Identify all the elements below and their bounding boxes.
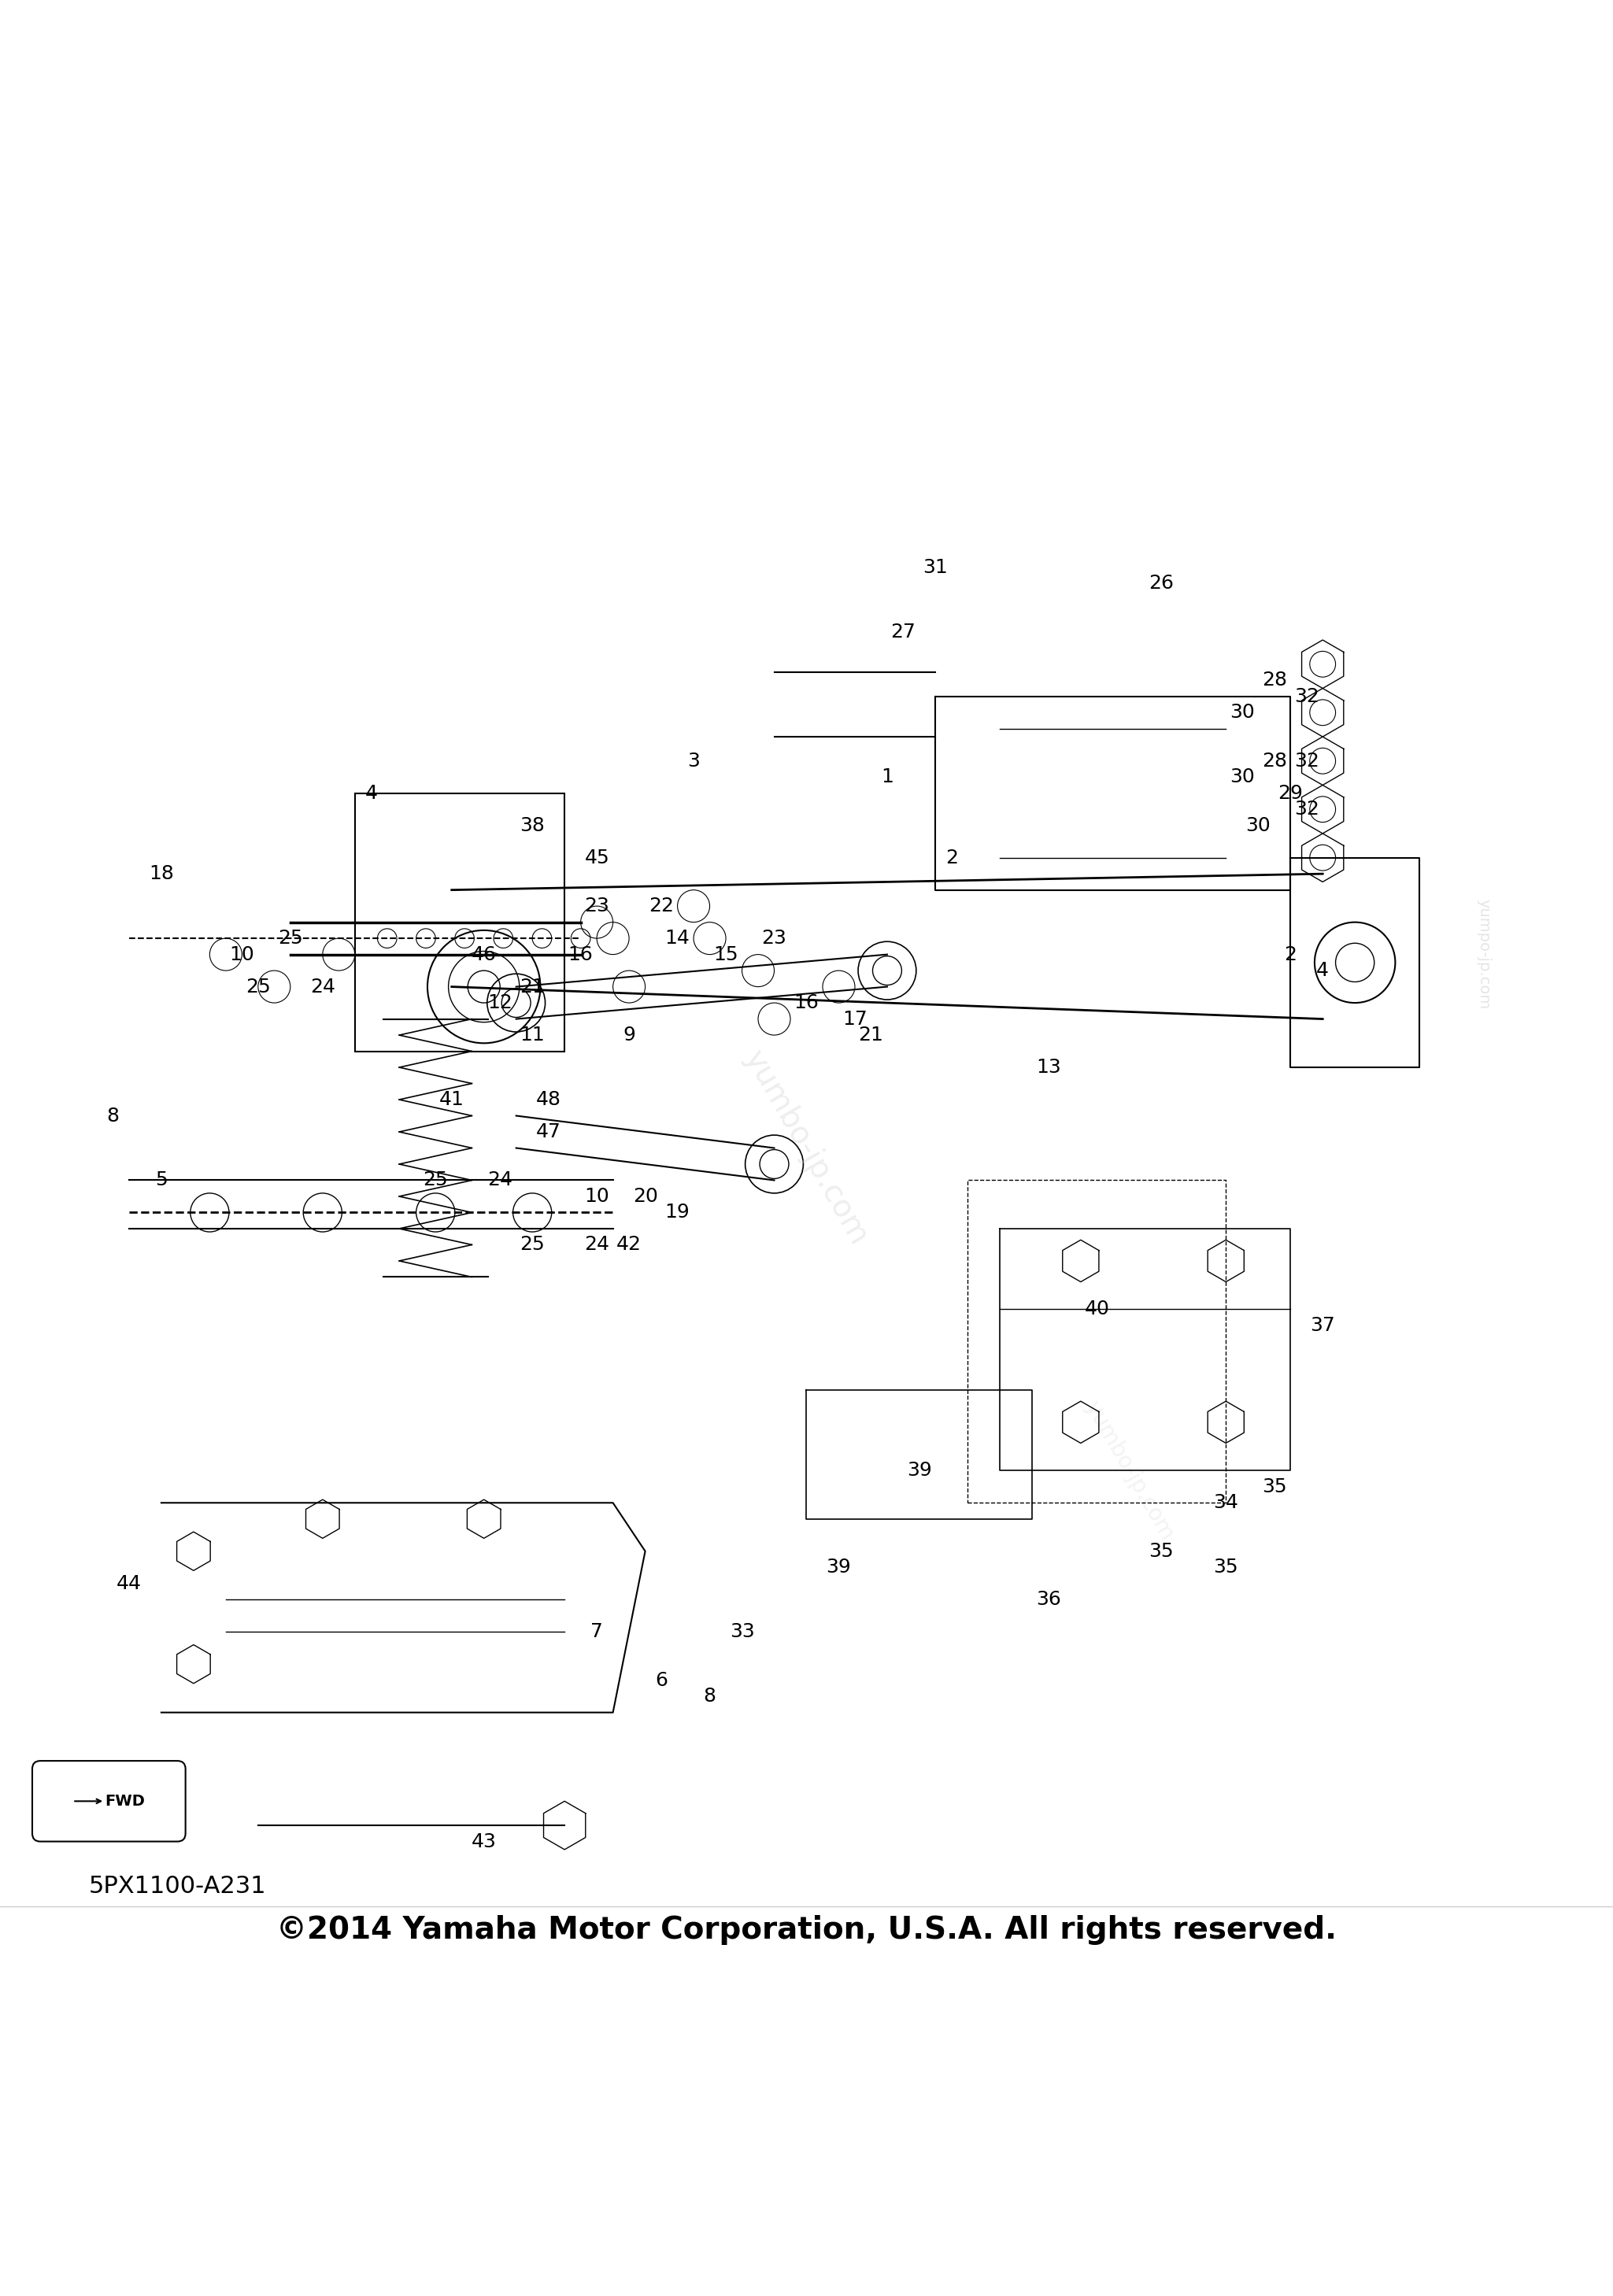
Text: 26: 26 — [1148, 574, 1174, 592]
Text: 19: 19 — [665, 1203, 690, 1221]
Text: 6: 6 — [655, 1671, 668, 1690]
Text: 35: 35 — [1213, 1559, 1239, 1577]
Text: 39: 39 — [907, 1460, 932, 1481]
Text: 4: 4 — [1316, 962, 1329, 980]
Text: 11: 11 — [519, 1026, 545, 1045]
Text: 29: 29 — [1277, 783, 1303, 804]
Text: 46: 46 — [471, 946, 497, 964]
Text: 38: 38 — [519, 815, 545, 836]
Text: yumbo-jp.com: yumbo-jp.com — [1081, 1396, 1177, 1545]
Text: 37: 37 — [1310, 1316, 1336, 1334]
Text: 8: 8 — [106, 1107, 119, 1125]
Text: 21: 21 — [519, 978, 545, 996]
Text: 39: 39 — [826, 1559, 852, 1577]
Text: 10: 10 — [584, 1187, 610, 1205]
Text: 42: 42 — [616, 1235, 642, 1254]
Text: 35: 35 — [1148, 1541, 1174, 1561]
Text: 12: 12 — [487, 994, 513, 1013]
Text: 14: 14 — [665, 930, 690, 948]
Text: 45: 45 — [584, 847, 610, 868]
Text: 35: 35 — [1261, 1476, 1287, 1497]
Text: 16: 16 — [568, 946, 594, 964]
Text: 32: 32 — [1294, 751, 1319, 771]
Text: 21: 21 — [858, 1026, 884, 1045]
Text: 3: 3 — [687, 751, 700, 771]
Text: 2: 2 — [1284, 946, 1297, 964]
Text: 40: 40 — [1084, 1300, 1110, 1318]
Text: 36: 36 — [1036, 1591, 1061, 1609]
Text: 5: 5 — [155, 1171, 168, 1189]
Text: FWD: FWD — [105, 1793, 145, 1809]
Text: 44: 44 — [116, 1575, 142, 1593]
Text: 5PX1100-A231: 5PX1100-A231 — [89, 1876, 266, 1899]
Text: 33: 33 — [729, 1623, 755, 1642]
Text: 24: 24 — [310, 978, 336, 996]
Text: 25: 25 — [423, 1171, 448, 1189]
Text: 20: 20 — [632, 1187, 658, 1205]
Text: 1: 1 — [881, 767, 894, 788]
Text: 24: 24 — [487, 1171, 513, 1189]
Text: 10: 10 — [229, 946, 255, 964]
Text: 18: 18 — [148, 863, 174, 884]
Text: 30: 30 — [1245, 815, 1271, 836]
Text: 4: 4 — [365, 783, 377, 804]
Text: 28: 28 — [1261, 670, 1287, 689]
Text: 47: 47 — [536, 1123, 561, 1141]
Text: 13: 13 — [1036, 1058, 1061, 1077]
Text: 25: 25 — [245, 978, 271, 996]
Text: 27: 27 — [890, 622, 916, 641]
Text: 16: 16 — [794, 994, 819, 1013]
Text: 48: 48 — [536, 1091, 561, 1109]
Text: 30: 30 — [1229, 767, 1255, 788]
Text: 8: 8 — [703, 1688, 716, 1706]
Text: 32: 32 — [1294, 799, 1319, 820]
Text: 34: 34 — [1213, 1492, 1239, 1513]
Text: 30: 30 — [1229, 703, 1255, 721]
Text: 25: 25 — [519, 1235, 545, 1254]
Text: 2: 2 — [945, 847, 958, 868]
Text: 43: 43 — [471, 1832, 497, 1851]
Text: 31: 31 — [923, 558, 948, 576]
Text: 23: 23 — [761, 930, 787, 948]
Text: 15: 15 — [713, 946, 739, 964]
Text: 22: 22 — [648, 898, 674, 916]
Text: ©2014 Yamaha Motor Corporation, U.S.A. All rights reserved.: ©2014 Yamaha Motor Corporation, U.S.A. A… — [276, 1915, 1337, 1945]
Text: 28: 28 — [1261, 751, 1287, 771]
Text: 24: 24 — [584, 1235, 610, 1254]
Text: 17: 17 — [842, 1010, 868, 1029]
Text: yumbo-jp.com: yumbo-jp.com — [739, 1045, 874, 1251]
Text: 7: 7 — [590, 1623, 603, 1642]
Text: yumpo-jp.com: yumpo-jp.com — [1476, 900, 1492, 1010]
Text: 23: 23 — [584, 898, 610, 916]
Text: 25: 25 — [277, 930, 303, 948]
Text: 41: 41 — [439, 1091, 465, 1109]
Polygon shape — [161, 1504, 645, 1713]
Text: 32: 32 — [1294, 687, 1319, 705]
Text: 9: 9 — [623, 1026, 636, 1045]
